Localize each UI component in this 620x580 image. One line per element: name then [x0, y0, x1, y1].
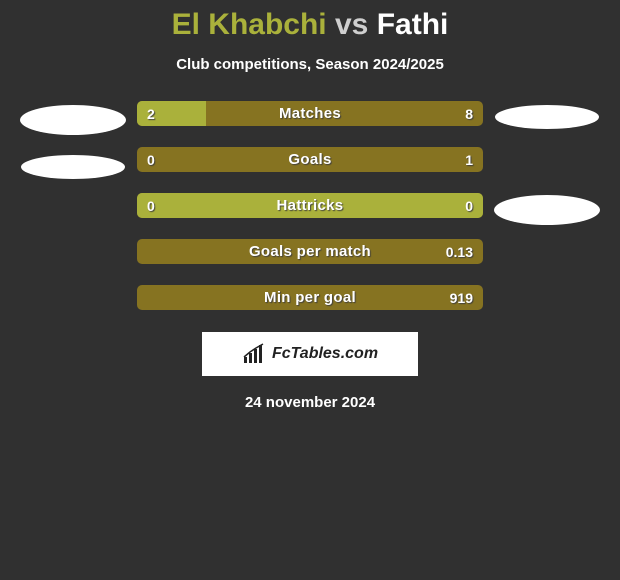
subtitle: Club competitions, Season 2024/2025: [0, 56, 620, 73]
player2-column: [487, 101, 607, 225]
stat-bar: 0Goals1: [137, 147, 483, 172]
stat-label: Goals: [137, 147, 483, 172]
stat-value-right: 0: [465, 193, 473, 218]
player1-name: El Khabchi: [172, 8, 327, 41]
stat-label: Min per goal: [137, 285, 483, 310]
stat-value-right: 0.13: [446, 239, 473, 264]
page-title: El Khabchi vs Fathi: [0, 8, 620, 42]
stat-label: Matches: [137, 101, 483, 126]
title-vs: vs: [335, 8, 368, 41]
comparison-body: 2Matches80Goals10Hattricks0Goals per mat…: [0, 101, 620, 310]
comparison-card: El Khabchi vs Fathi Club competitions, S…: [0, 0, 620, 580]
stat-value-right: 8: [465, 101, 473, 126]
player2-name: Fathi: [377, 8, 449, 41]
stat-label: Goals per match: [137, 239, 483, 264]
stat-value-right: 1: [465, 147, 473, 172]
player2-team-badge: [495, 105, 599, 129]
brand-text: FcTables.com: [272, 345, 378, 363]
stat-label: Hattricks: [137, 193, 483, 218]
stat-bars: 2Matches80Goals10Hattricks0Goals per mat…: [137, 101, 483, 310]
player1-avatar: [20, 105, 126, 135]
stat-value-right: 919: [450, 285, 473, 310]
player2-avatar: [494, 195, 600, 225]
player1-column: [13, 101, 133, 179]
brand-box: FcTables.com: [202, 332, 418, 376]
player1-team-badge: [21, 155, 125, 179]
stat-bar: Goals per match0.13: [137, 239, 483, 264]
stat-bar: 2Matches8: [137, 101, 483, 126]
stat-bar: Min per goal919: [137, 285, 483, 310]
stat-bar: 0Hattricks0: [137, 193, 483, 218]
brand-chart-icon: [242, 343, 268, 365]
snapshot-date: 24 november 2024: [0, 394, 620, 411]
